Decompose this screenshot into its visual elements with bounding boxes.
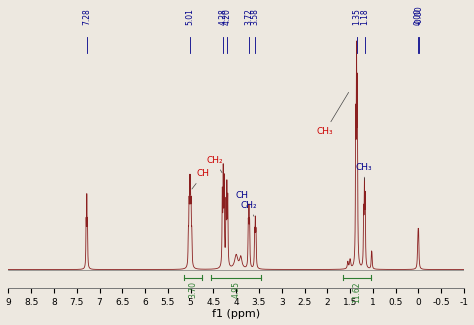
Text: 0.00: 0.00 <box>414 8 423 25</box>
Text: 3.70: 3.70 <box>188 281 197 298</box>
Text: 4.20: 4.20 <box>223 8 232 25</box>
Text: 4.28: 4.28 <box>219 8 228 25</box>
X-axis label: f1 (ppm): f1 (ppm) <box>212 309 260 319</box>
Text: -0.00: -0.00 <box>414 6 423 25</box>
Text: 3.72: 3.72 <box>245 8 254 25</box>
Text: 7.28: 7.28 <box>82 8 91 25</box>
Text: CH₂: CH₂ <box>241 201 257 216</box>
Text: CH: CH <box>192 170 210 189</box>
Text: 3.58: 3.58 <box>251 8 260 25</box>
Text: 5.01: 5.01 <box>186 8 195 25</box>
Text: CH: CH <box>235 191 248 207</box>
Text: 11.62: 11.62 <box>352 281 361 303</box>
Text: CH₂: CH₂ <box>207 156 223 173</box>
Text: 1.18: 1.18 <box>360 8 369 25</box>
Text: 1.35: 1.35 <box>352 8 361 25</box>
Text: 4.95: 4.95 <box>232 281 241 298</box>
Text: CH₃: CH₃ <box>317 92 349 136</box>
Text: CH₃: CH₃ <box>356 162 372 180</box>
